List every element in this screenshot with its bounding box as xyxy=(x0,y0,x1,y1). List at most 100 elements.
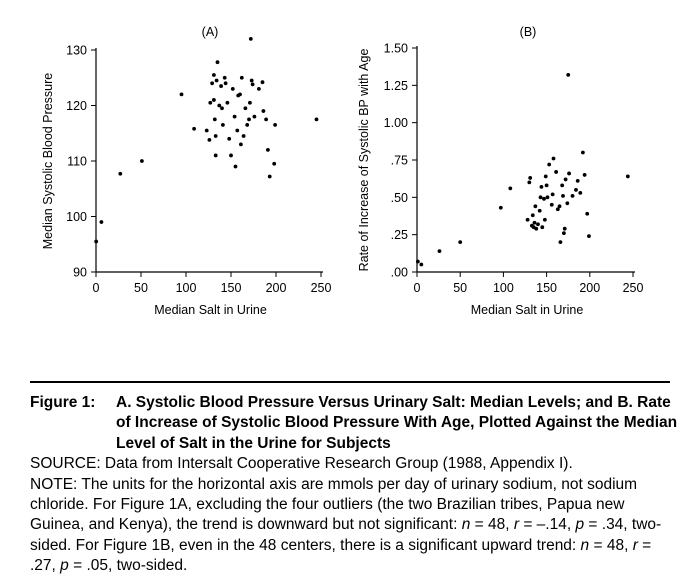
panel-b-data-point xyxy=(542,217,547,222)
panel-b-data-point xyxy=(419,262,424,267)
panel-a-x-tick-label: 250 xyxy=(311,281,332,295)
panel-a-data-point xyxy=(232,114,237,119)
panel-a-x-tick-label: 50 xyxy=(134,281,148,295)
panel-b-y-tick-label: 1.00 xyxy=(384,116,408,130)
panel-a-data-point xyxy=(233,164,238,169)
panel-a-y-tick-label: 130 xyxy=(66,44,87,58)
panel-b-x-tick-label: 200 xyxy=(579,281,600,295)
panel-b-data-point xyxy=(534,226,539,231)
panel-a-data-point xyxy=(249,78,254,83)
panel-b-data-point xyxy=(554,170,559,174)
panel-a-data-point xyxy=(222,75,227,80)
panel-b-data-point xyxy=(458,240,463,245)
panel-b-x-axis-label: Median Salt in Urine xyxy=(471,303,584,317)
caption-source: SOURCE: Data from Intersalt Cooperative … xyxy=(30,455,573,473)
panel-b-data-point xyxy=(582,173,587,177)
panel-b-data-point xyxy=(567,171,571,176)
panel-b-data-point xyxy=(508,186,513,191)
panel-a-data-point xyxy=(223,81,228,86)
panel-a-data-point xyxy=(314,117,319,122)
panel-a-data-point xyxy=(214,78,219,83)
panel-a-data-point xyxy=(219,84,224,88)
panel-a-data-point xyxy=(260,80,265,85)
panel-a-data-point xyxy=(94,239,99,244)
panel-a-data-point xyxy=(140,159,144,163)
panel-a-data-point xyxy=(192,126,197,131)
panel-a-data-point xyxy=(217,103,222,108)
stat-a-p-symbol: p xyxy=(575,516,585,534)
panel-b-x-tick-label: 150 xyxy=(536,281,557,295)
panel-b-label: (B) xyxy=(520,25,537,39)
panel-b-data-point xyxy=(536,222,540,227)
panel-a-x-tick-label: 150 xyxy=(221,281,242,295)
panel-b-x-tick-label: 0 xyxy=(414,281,421,295)
panel-b-data-point xyxy=(530,213,535,218)
stat-a-p-value: = .34, two-sided. For Figure 1B, even in… xyxy=(30,516,662,554)
panel-b-data-point xyxy=(562,226,567,231)
panel-b-x-tick-label: 250 xyxy=(623,281,644,295)
stat-b-n-symbol: n xyxy=(580,536,590,554)
panel-b-data-point xyxy=(551,156,556,161)
panel-b-data-point xyxy=(555,207,560,212)
panel-a-data-point xyxy=(225,100,230,105)
panel-b-data-point xyxy=(415,259,420,264)
panel-a-data-point xyxy=(230,86,235,91)
panel-b-data-point xyxy=(538,195,543,200)
panel-b-data-point xyxy=(550,192,555,197)
panel-a-data-point xyxy=(239,75,244,80)
panel-b-data-point xyxy=(561,231,566,236)
panel-a-data-point xyxy=(248,100,252,105)
panel-a-y-axis-label: Median Systolic Blood Pressure xyxy=(41,73,55,250)
panel-a-x-tick-label: 0 xyxy=(93,281,100,295)
panel-a-data-point xyxy=(212,117,217,122)
panel-a-data-point xyxy=(235,128,240,133)
panel-a-y-tick-label: 120 xyxy=(66,99,87,113)
panel-b-y-tick-label: .50 xyxy=(391,191,408,205)
panel-a-data-point xyxy=(213,153,218,158)
panel-a-data-point xyxy=(99,220,104,224)
panel-a-data-point xyxy=(118,171,123,176)
panel-b-data-point xyxy=(525,217,530,222)
panel-a-data-point xyxy=(247,117,251,122)
panel-b-y-tick-label: .25 xyxy=(391,228,408,242)
panel-a-y-tick-label: 110 xyxy=(67,155,87,169)
panel-b-data-point xyxy=(565,201,570,206)
panel-a-data-point xyxy=(221,123,225,127)
panel-a-label: (A) xyxy=(202,25,219,39)
panel-a-data-point xyxy=(250,82,255,87)
panel-a-data-point xyxy=(220,106,224,111)
panel-a-data-point xyxy=(227,136,232,141)
panel-a-x-axis-label: Median Salt in Urine xyxy=(154,303,267,317)
panel-a-data-point xyxy=(210,81,215,86)
panel-b-y-tick-label: 1.50 xyxy=(384,42,408,56)
panel-b-data-point xyxy=(557,204,562,209)
panel-a-data-point xyxy=(273,123,277,127)
panel-a-data-point xyxy=(238,92,242,97)
stat-b-r-symbol: r xyxy=(632,536,638,554)
panel-b-data-point xyxy=(560,183,565,188)
panel-b-data-point xyxy=(533,204,538,209)
panel-b-x-tick-label: 50 xyxy=(453,281,467,295)
panel-b-data-point xyxy=(578,190,583,195)
panel-a-data-point xyxy=(229,153,233,158)
figure-caption: Figure 1: A. Systolic Blood Pressure Ver… xyxy=(30,393,680,577)
panel-a-data-point xyxy=(264,117,268,122)
panel-b-group: 0 50 100 150 200 250 .00 .25 .50 .75 1.00 1.25 1.50 (… xyxy=(357,25,643,317)
panel-a-data-point xyxy=(239,142,243,147)
panel-b-data-point xyxy=(543,174,548,179)
panel-b-data-point xyxy=(561,193,565,198)
panel-a-y-tick-label: 90 xyxy=(73,266,87,280)
caption-title-row: Figure 1: A. Systolic Blood Pressure Ver… xyxy=(30,393,680,454)
panel-b-y-tick-label: 1.25 xyxy=(384,79,408,93)
stat-a-r-symbol: r xyxy=(513,516,520,534)
panel-b-data-point xyxy=(587,234,591,239)
stat-a-r-value: = –.14, xyxy=(519,516,576,534)
panel-a-data-point xyxy=(213,134,218,138)
panel-b-data-point xyxy=(542,196,546,201)
stat-b-p-value: = .05, two-sided. xyxy=(68,557,188,575)
stat-b-p-symbol: p xyxy=(60,557,69,575)
caption-note: NOTE: The units for the horizontal axis … xyxy=(30,475,680,577)
panel-a-scatter-plot: 0 50 100 150 200 250 90 100 110 120 130 (A) Median S… xyxy=(41,25,643,317)
panel-a-data-point xyxy=(272,161,277,166)
panel-a-data-point xyxy=(261,109,266,113)
